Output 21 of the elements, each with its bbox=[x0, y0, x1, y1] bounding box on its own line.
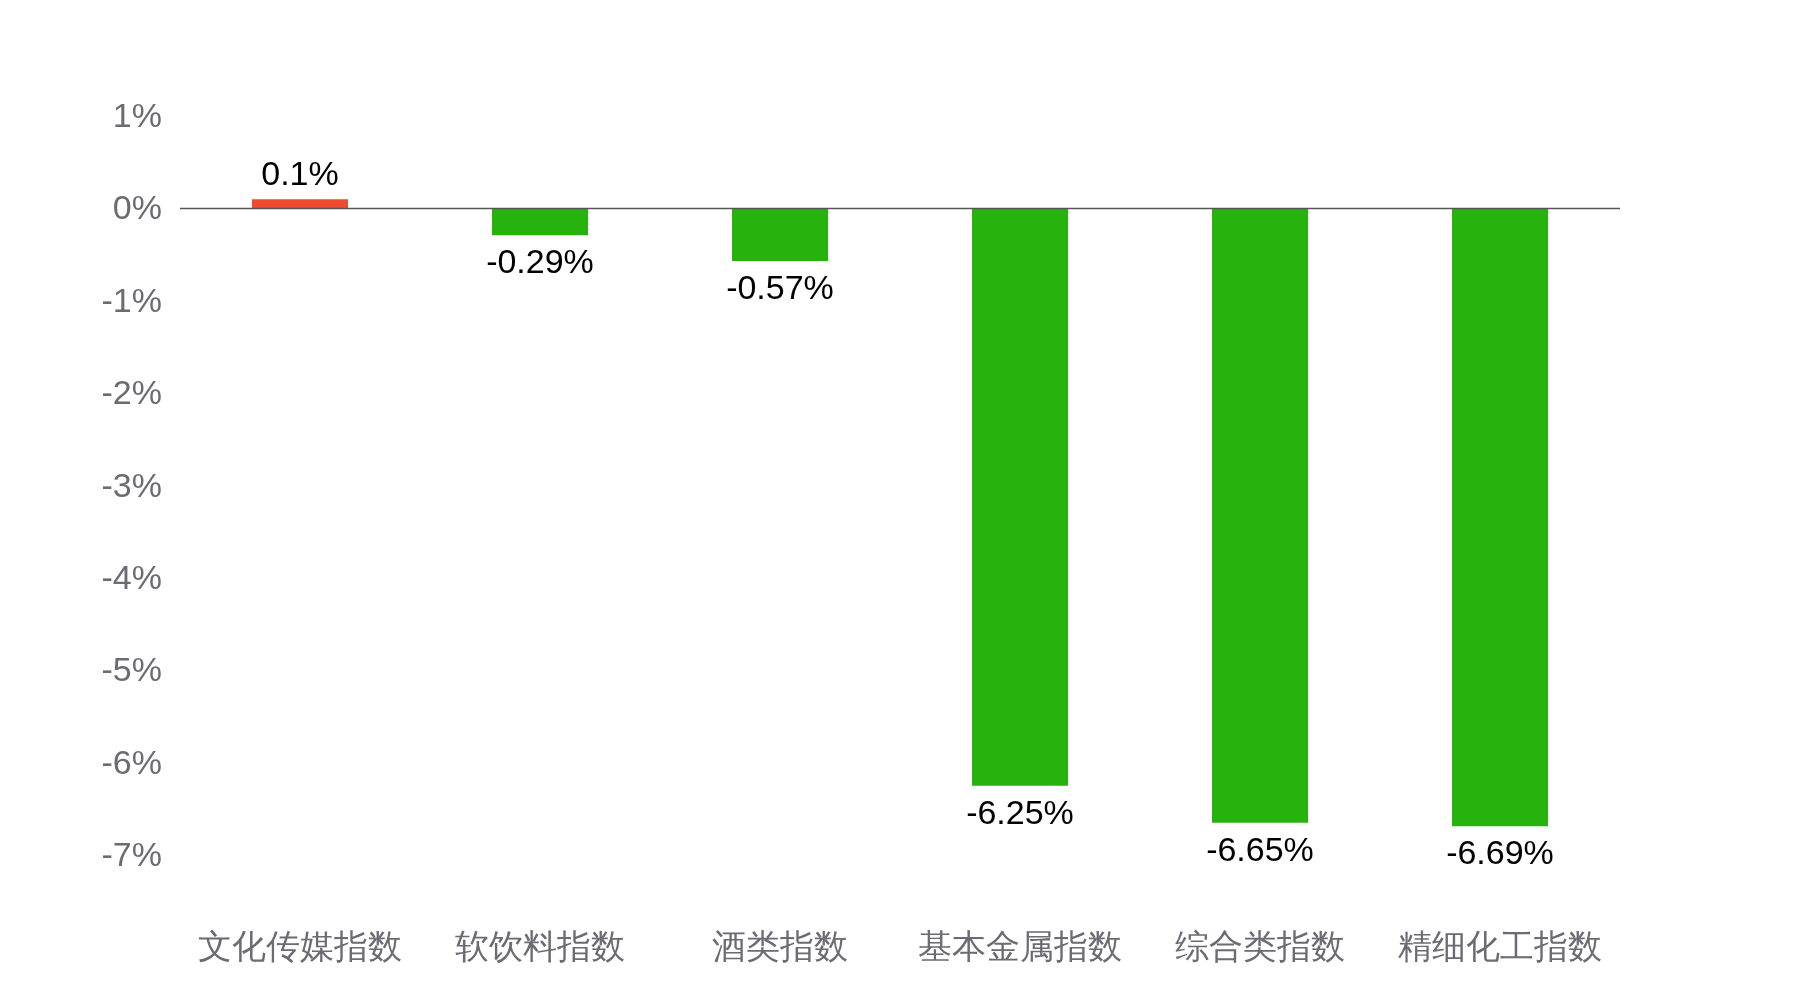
y-tick-label: -4% bbox=[101, 557, 162, 596]
x-tick-label: 软饮料指数 bbox=[455, 927, 625, 965]
x-tick-label: 基本金属指数 bbox=[918, 927, 1122, 965]
y-tick-label: 0% bbox=[112, 188, 162, 227]
y-tick-label: -5% bbox=[101, 650, 162, 689]
x-tick-label: 文化传媒指数 bbox=[198, 927, 402, 965]
data-label: -6.25% bbox=[966, 792, 1074, 831]
y-tick-label: -6% bbox=[101, 742, 162, 781]
y-tick-label: 1% bbox=[112, 96, 162, 134]
y-tick-label: -1% bbox=[101, 280, 162, 319]
data-label: -0.57% bbox=[726, 268, 834, 307]
data-label: 0.1% bbox=[261, 154, 339, 193]
data-label: -6.65% bbox=[1206, 829, 1314, 868]
x-tick-label: 综合类指数 bbox=[1175, 927, 1345, 965]
x-tick-label: 酒类指数 bbox=[712, 927, 848, 965]
data-label: -0.29% bbox=[486, 242, 594, 281]
x-tick-label: 精细化工指数 bbox=[1398, 927, 1602, 965]
y-tick-label: -2% bbox=[101, 373, 162, 412]
y-tick-label: -3% bbox=[101, 465, 162, 504]
data-label: -6.69% bbox=[1446, 833, 1554, 872]
y-tick-label: -7% bbox=[101, 835, 162, 873]
